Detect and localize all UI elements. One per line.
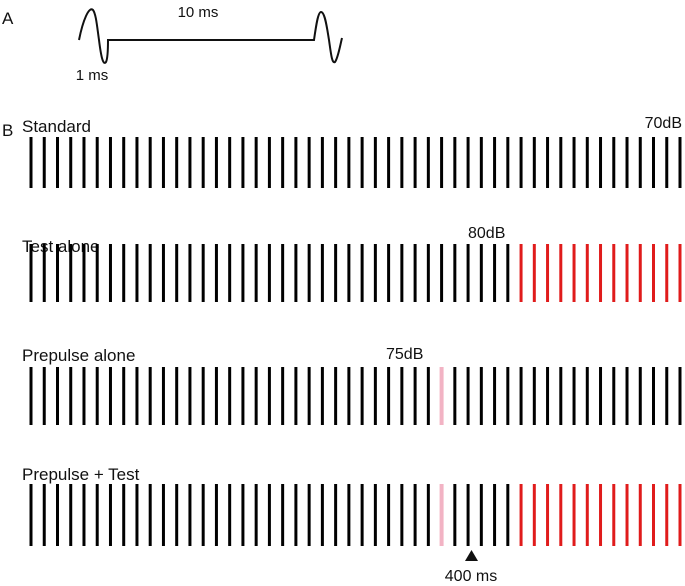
duration-1ms-label: 1 ms bbox=[76, 67, 109, 84]
pulse-train-prepulse-alone bbox=[29, 367, 682, 425]
row-label-prepulse-test: Prepulse + Test bbox=[22, 465, 140, 484]
pulse-train-prepulse-test bbox=[29, 484, 682, 546]
panel-a: A 10 ms 1 ms bbox=[2, 4, 343, 84]
onset-marker-triangle bbox=[465, 550, 478, 561]
row-label-standard: Standard bbox=[22, 117, 91, 136]
panel-b-letter: B bbox=[2, 121, 13, 140]
row-label-prepulse-alone: Prepulse alone bbox=[22, 346, 135, 365]
panel-a-letter: A bbox=[2, 9, 14, 28]
duration-10ms-label: 10 ms bbox=[178, 4, 219, 21]
waveform-trace bbox=[78, 8, 343, 64]
level-label-prepulse: 75dB bbox=[386, 346, 423, 363]
row-label-test-alone: Test alone bbox=[22, 237, 100, 256]
level-label-standard: 70dB bbox=[645, 115, 682, 132]
pulse-train-test-alone bbox=[29, 244, 682, 302]
level-label-test: 80dB bbox=[468, 225, 505, 242]
onset-marker-label: 400 ms bbox=[445, 568, 497, 585]
pulse-train-standard bbox=[29, 137, 682, 188]
panel-b: B Standard 70dB Test alone 80dB Prepulse… bbox=[2, 115, 682, 585]
